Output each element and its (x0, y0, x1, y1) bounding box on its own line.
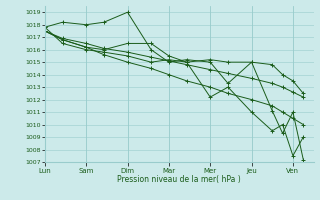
X-axis label: Pression niveau de la mer( hPa ): Pression niveau de la mer( hPa ) (117, 175, 241, 184)
